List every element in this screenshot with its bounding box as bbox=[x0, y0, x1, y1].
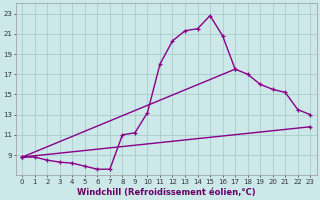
X-axis label: Windchill (Refroidissement éolien,°C): Windchill (Refroidissement éolien,°C) bbox=[77, 188, 256, 197]
